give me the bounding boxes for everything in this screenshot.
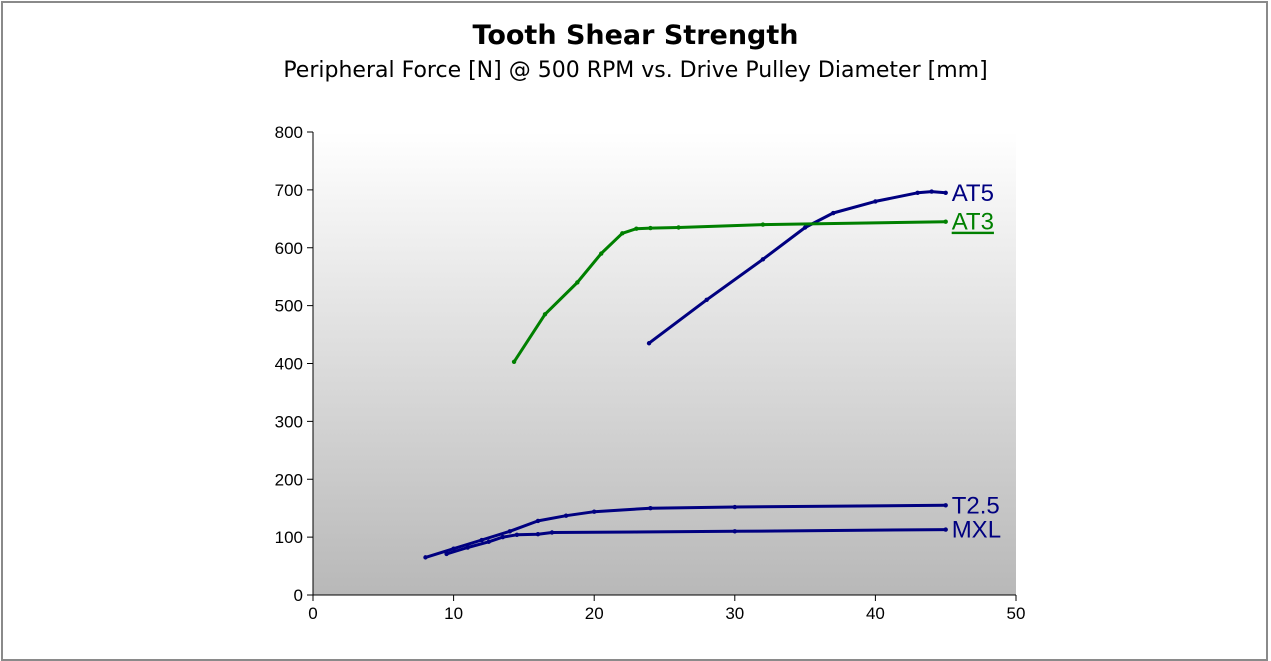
data-point-t2-5 — [535, 518, 541, 524]
data-point-mxl — [943, 527, 948, 532]
x-tick-label: 20 — [585, 604, 604, 623]
y-tick-label: 700 — [275, 181, 303, 200]
data-point-t2-5 — [451, 546, 456, 551]
axes: 0 100 200 300 400 500 600 700 800 0 10 20 30 40 50 — [275, 123, 1026, 623]
x-tick-label: 0 — [308, 604, 317, 623]
data-point-t2-5 — [507, 529, 513, 534]
data-point-mxl — [514, 532, 520, 538]
x-tick-label: 40 — [866, 604, 885, 623]
plot-area — [313, 132, 1016, 595]
y-tick-label: 200 — [275, 470, 303, 489]
data-point-mxl — [465, 545, 470, 550]
data-point-at5 — [802, 225, 808, 230]
data-point-at3 — [511, 359, 517, 364]
data-point-at5 — [704, 297, 709, 303]
data-point-at5 — [831, 210, 836, 216]
x-tick-label: 50 — [1007, 604, 1026, 623]
series-line-at3 — [512, 220, 948, 364]
data-point-mxl — [732, 529, 737, 534]
data-point-at5 — [760, 257, 766, 262]
x-tick-label: 30 — [725, 604, 744, 623]
y-tick-label: 500 — [275, 297, 303, 316]
series-label-at3: AT3 — [952, 209, 994, 236]
series-label-mxl: MXL — [952, 517, 1001, 544]
data-point-at3 — [542, 312, 548, 317]
data-point-at3 — [620, 231, 625, 236]
data-point-t2-5 — [479, 537, 484, 543]
data-point-at5 — [915, 190, 920, 195]
y-tick-label: 800 — [275, 123, 303, 142]
data-point-t2-5 — [592, 509, 597, 514]
data-point-at3 — [676, 225, 681, 230]
data-point-t2-5 — [943, 503, 948, 508]
chart-subtitle: Peripheral Force [N] @ 500 RPM vs. Drive… — [283, 58, 988, 83]
data-point-at5 — [873, 199, 878, 204]
x-tick-label: 10 — [444, 604, 463, 623]
data-point-mxl — [486, 539, 491, 544]
y-tick-label: 300 — [275, 412, 303, 431]
data-point-at3 — [760, 222, 766, 227]
y-tick-label: 0 — [294, 586, 303, 605]
y-tick-label: 400 — [275, 355, 303, 374]
y-tick-label: 600 — [275, 239, 303, 258]
data-point-at3 — [943, 219, 948, 224]
data-point-at5 — [646, 341, 652, 346]
chart-title: Tooth Shear Strength — [472, 20, 799, 51]
data-point-t2-5 — [423, 555, 428, 560]
data-point-at5 — [943, 190, 948, 195]
data-point-at3 — [634, 226, 639, 231]
data-point-mxl — [549, 530, 555, 535]
data-point-at5 — [929, 189, 934, 194]
data-point-mxl — [444, 551, 449, 557]
data-point-t2-5 — [732, 504, 737, 510]
data-point-t2-5 — [563, 513, 569, 518]
data-point-at3 — [648, 225, 653, 231]
series-layer — [423, 189, 948, 560]
y-tick-label: 100 — [275, 528, 303, 547]
data-point-at3 — [599, 251, 604, 256]
data-point-t2-5 — [648, 505, 653, 511]
data-point-mxl — [500, 534, 506, 540]
series-label-at5: AT5 — [952, 180, 994, 207]
series-label-t2-5: T2.5 — [952, 492, 1000, 519]
data-point-mxl — [535, 532, 541, 537]
data-point-at3 — [575, 280, 580, 285]
line-chart: 0 100 200 300 400 500 600 700 800 0 10 20 30 40 50 AT5… — [275, 123, 1026, 623]
series-line-t2-5 — [424, 503, 948, 559]
